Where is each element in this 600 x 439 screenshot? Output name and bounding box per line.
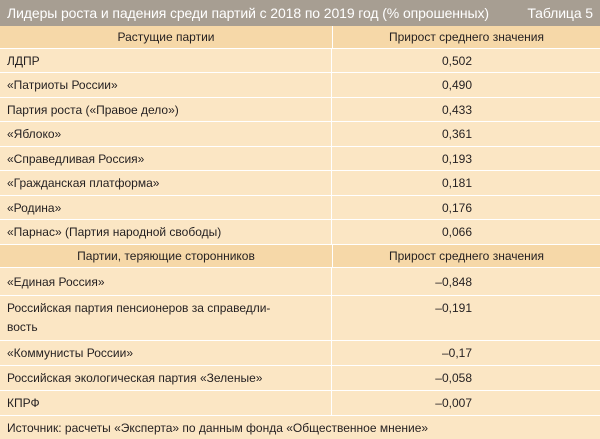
party-value: 0,181 — [441, 176, 472, 190]
party-name: Российская партия пенсионеров за справед… — [0, 296, 332, 340]
party-value: –0,058 — [435, 371, 472, 385]
table-row: «Парнас» (Партия народной свободы) 0,066 — [0, 220, 600, 245]
losing-header-value: Прирост среднего значения — [389, 249, 544, 263]
table-row: ЛДПР 0,502 — [0, 49, 600, 73]
table-row: «Гражданская платформа» 0,181 — [0, 171, 600, 196]
party-value: 0,361 — [441, 127, 472, 141]
party-value: –0,848 — [435, 274, 472, 289]
party-name: «Гражданская платформа» — [0, 171, 332, 195]
table-row: «Коммунисты России» –0,17 — [0, 341, 600, 366]
party-value: 0,433 — [441, 102, 472, 117]
source-note: Источник: расчеты «Эксперта» по данным ф… — [7, 420, 429, 435]
party-value: 0,176 — [441, 200, 472, 215]
title-bar: Лидеры роста и падения среди партий с 20… — [0, 0, 600, 26]
party-value: –0,191 — [435, 301, 472, 315]
growing-header-party: Растущие партии — [0, 26, 333, 48]
party-name: «Единая Россия» — [0, 268, 332, 295]
party-name: Партия роста («Правое дело») — [0, 98, 332, 121]
party-value: 0,066 — [441, 225, 472, 239]
party-value: –0,17 — [441, 346, 472, 360]
party-name: «Коммунисты России» — [0, 341, 332, 365]
growing-header: Растущие партии Прирост среднего значени… — [0, 26, 600, 49]
party-name: КПРФ — [0, 391, 332, 415]
table-title: Лидеры роста и падения среди партий с 20… — [7, 5, 489, 21]
party-name-line-1: Российская партия пенсионеров за справед… — [7, 301, 271, 315]
party-name-line-2: вость — [7, 320, 38, 334]
table-row: Партия роста («Правое дело») 0,433 — [0, 98, 600, 122]
party-value: –0,007 — [435, 396, 472, 410]
party-name: «Яблоко» — [0, 122, 332, 146]
losing-header-party: Партии, теряющие сторонников — [0, 245, 333, 267]
party-name: «Справедливая Россия» — [0, 147, 332, 170]
table-row: «Патриоты России» 0,490 — [0, 73, 600, 98]
table-row: Российская экологическая партия «Зеленые… — [0, 366, 600, 391]
party-name: «Парнас» (Партия народной свободы) — [0, 220, 332, 244]
table-row: «Единая Россия» –0,848 — [0, 268, 600, 296]
table-row: «Яблоко» 0,361 — [0, 122, 600, 147]
party-value: 0,193 — [441, 151, 472, 166]
party-value: 0,502 — [441, 53, 472, 68]
party-name: «Родина» — [0, 196, 332, 219]
party-name: ЛДПР — [0, 49, 332, 72]
table-row: «Справедливая Россия» 0,193 — [0, 147, 600, 171]
party-name: Российская экологическая партия «Зеленые… — [0, 366, 332, 390]
table-row: Российская партия пенсионеров за справед… — [0, 296, 600, 341]
party-value: 0,490 — [441, 78, 472, 92]
table-number: Таблица 5 — [527, 5, 593, 21]
table-row: КПРФ –0,007 — [0, 391, 600, 416]
table-row: «Родина» 0,176 — [0, 196, 600, 220]
growing-header-value: Прирост среднего значения — [389, 30, 544, 44]
losing-header: Партии, теряющие сторонников Прирост сре… — [0, 245, 600, 268]
party-name: «Патриоты России» — [0, 73, 332, 97]
